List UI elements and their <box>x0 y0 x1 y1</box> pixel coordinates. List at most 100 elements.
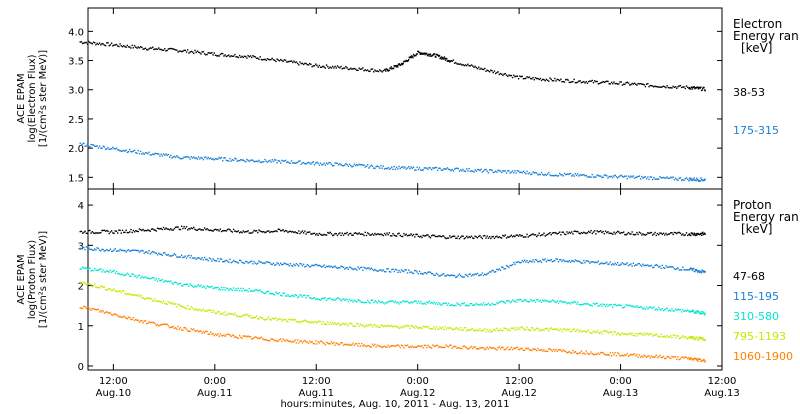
data-point <box>305 320 307 322</box>
data-point <box>516 75 519 77</box>
data-point <box>403 300 405 302</box>
data-point <box>191 307 194 309</box>
data-point <box>90 42 92 44</box>
data-point <box>469 236 472 239</box>
data-point <box>508 328 510 331</box>
data-point <box>324 67 327 69</box>
data-point <box>295 262 298 265</box>
data-point <box>160 253 162 256</box>
data-point <box>538 349 540 351</box>
data-point <box>426 167 428 169</box>
data-point <box>222 312 224 314</box>
data-point <box>463 276 465 278</box>
data-point <box>176 49 178 51</box>
data-point <box>472 274 474 276</box>
data-point <box>575 81 578 84</box>
data-point <box>394 65 396 68</box>
data-point <box>468 236 470 238</box>
data-point <box>311 297 313 300</box>
data-point <box>643 176 645 178</box>
data-point <box>197 284 200 286</box>
data-point <box>179 327 182 329</box>
data-point <box>83 42 85 44</box>
data-point <box>700 232 702 235</box>
data-point <box>502 266 504 269</box>
data-point <box>519 298 521 301</box>
data-point <box>501 346 503 349</box>
data-point <box>468 329 470 331</box>
data-point <box>464 346 467 348</box>
data-point <box>531 326 533 329</box>
data-point <box>459 274 462 277</box>
data-point <box>578 303 580 306</box>
data-point <box>339 67 341 69</box>
data-point <box>600 82 602 84</box>
data-point <box>480 67 482 70</box>
data-point <box>218 311 220 313</box>
data-point <box>365 69 368 72</box>
data-point <box>266 318 269 320</box>
data-point <box>639 305 642 308</box>
data-point <box>400 302 403 304</box>
data-point <box>426 53 428 55</box>
data-point <box>397 344 399 346</box>
data-point <box>353 299 356 301</box>
data-point <box>321 298 323 300</box>
data-point <box>613 304 615 306</box>
data-point <box>626 177 628 180</box>
data-point <box>443 235 445 237</box>
data-point <box>217 55 219 57</box>
data-point <box>286 230 288 232</box>
proton-y-axis-label: [1/(cm²s ster MeV)] <box>38 231 49 328</box>
data-point <box>269 231 271 234</box>
data-point <box>625 175 627 177</box>
data-point <box>331 342 334 345</box>
data-point <box>595 176 597 178</box>
data-point <box>132 316 135 319</box>
data-point <box>629 354 631 356</box>
x-tick-date-label: Aug.12 <box>501 388 536 399</box>
data-point <box>124 249 126 252</box>
data-point <box>89 267 91 270</box>
data-point <box>440 328 443 330</box>
data-point <box>458 347 461 349</box>
data-point <box>143 298 145 300</box>
data-point <box>523 236 526 238</box>
data-point <box>520 347 522 350</box>
data-point <box>200 284 202 286</box>
data-point <box>694 311 697 314</box>
data-point <box>643 332 645 334</box>
data-point <box>428 53 430 56</box>
data-point <box>459 347 462 350</box>
data-point <box>603 262 606 265</box>
data-point <box>255 57 258 60</box>
data-point <box>415 169 417 171</box>
data-point <box>190 156 193 158</box>
data-point <box>515 347 517 349</box>
data-point <box>509 235 511 238</box>
data-point <box>491 70 493 72</box>
data-point <box>694 87 696 90</box>
data-point <box>686 309 689 312</box>
data-point <box>514 300 516 302</box>
data-point <box>149 47 151 49</box>
data-point <box>527 328 529 331</box>
data-point <box>143 252 145 255</box>
data-point <box>615 355 618 357</box>
data-point <box>552 300 555 302</box>
data-point <box>126 293 129 295</box>
data-point <box>271 338 273 340</box>
data-point <box>650 264 653 267</box>
data-point <box>129 46 131 48</box>
data-point <box>592 81 595 84</box>
data-point <box>704 339 706 342</box>
data-point <box>676 309 678 312</box>
data-point <box>643 264 645 267</box>
data-point <box>521 259 523 262</box>
data-point <box>348 68 351 70</box>
data-point <box>569 261 572 263</box>
data-point <box>287 161 289 163</box>
data-point <box>280 294 282 297</box>
data-point <box>590 80 592 82</box>
data-point <box>340 300 342 302</box>
